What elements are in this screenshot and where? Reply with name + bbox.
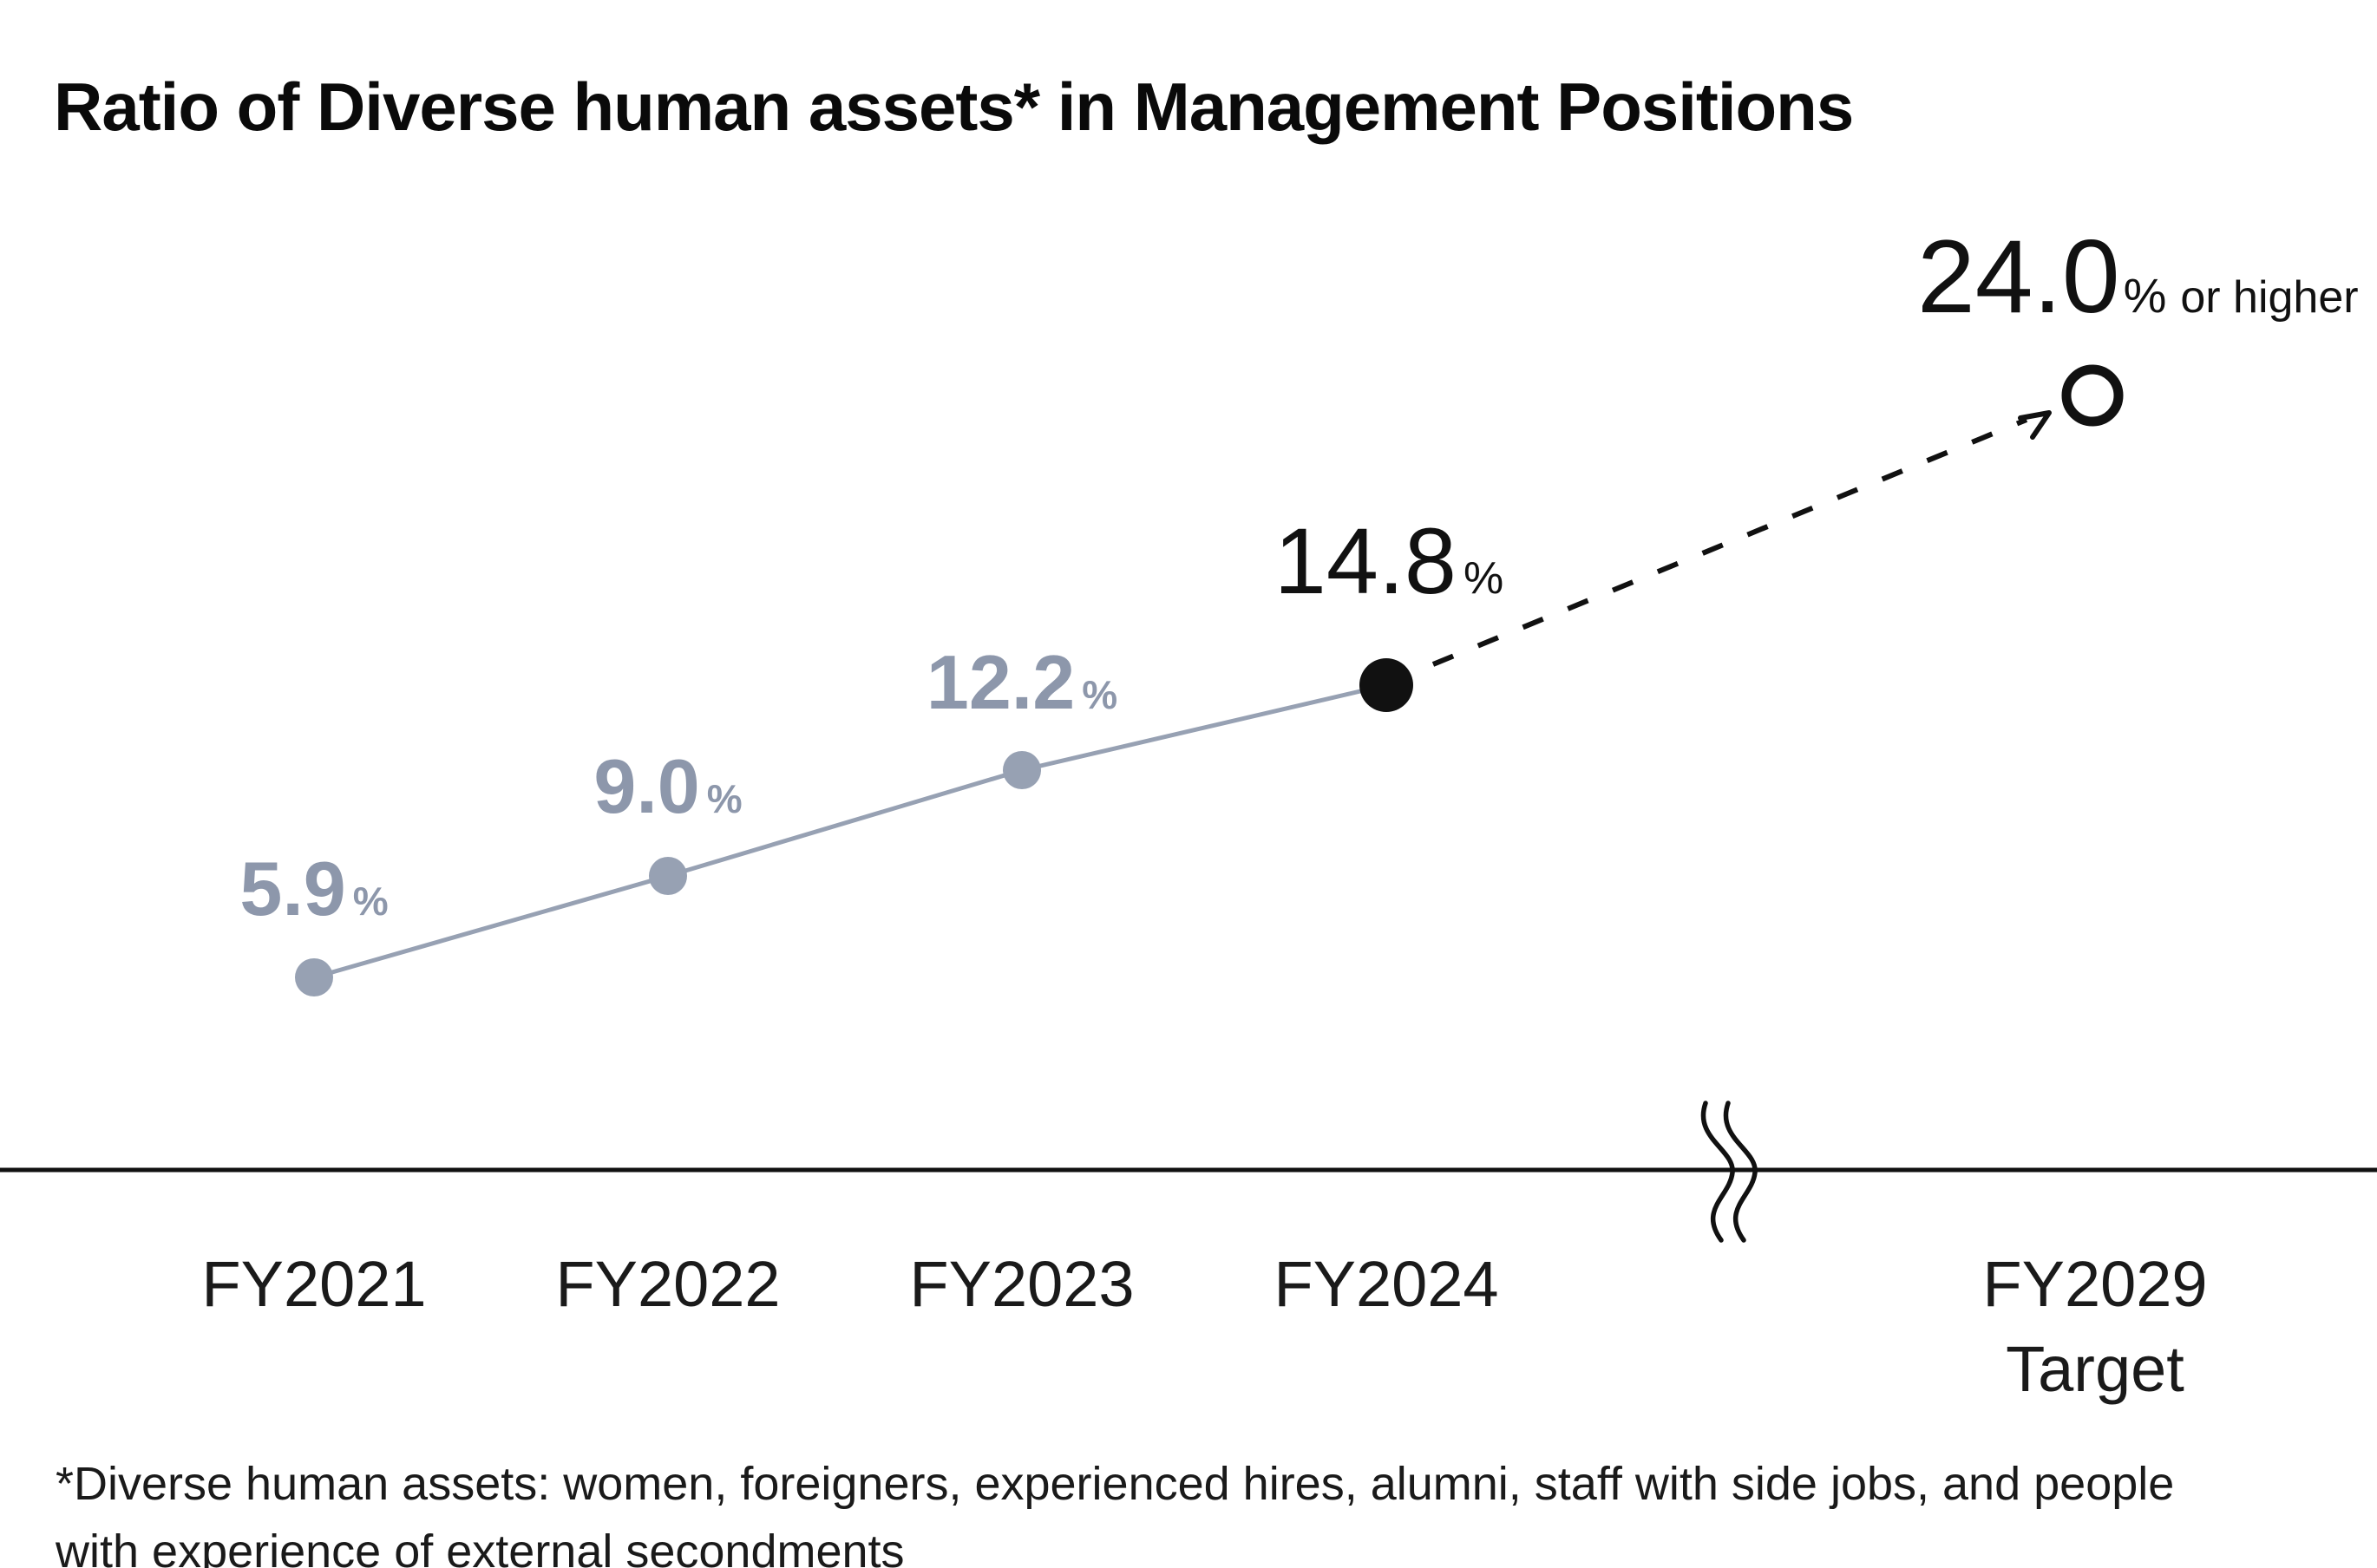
actual-series-line — [313, 683, 1387, 980]
tick-fy2029: FY2029 — [1982, 1248, 2207, 1320]
tick-fy2029-target-sub: Target — [2006, 1333, 2184, 1405]
footnote-line-2: with experience of external secondments — [56, 1526, 905, 1568]
target-ring — [2061, 364, 2124, 427]
footnote: *Diverse human assets: women, foreigners… — [56, 1450, 2174, 1568]
tick-fy2022: FY2022 — [555, 1248, 780, 1320]
data-point-fy2021 — [295, 958, 333, 996]
footnote-line-1: *Diverse human assets: women, foreigners… — [56, 1458, 2175, 1510]
value-label-fy2021: 5.9% — [239, 846, 388, 931]
chart-title: Ratio of Diverse human assets* in Manage… — [54, 69, 1854, 145]
value-label-fy2022: 9.0% — [593, 743, 742, 829]
value-label-fy2024: 14.8% — [1274, 508, 1503, 613]
data-point-fy2023 — [1003, 751, 1041, 789]
arrowhead-icon — [2018, 410, 2052, 440]
axis-break-icon — [1700, 1101, 1758, 1243]
data-point-fy2022 — [649, 857, 687, 895]
tick-fy2021: FY2021 — [201, 1248, 426, 1320]
projection-dashed-line — [1431, 417, 2028, 667]
tick-fy2023: FY2023 — [909, 1248, 1134, 1320]
tick-fy2024: FY2024 — [1274, 1248, 1498, 1320]
value-label-fy2023: 12.2% — [927, 639, 1117, 725]
value-label-fy2029-target: 24.0% or higher — [1917, 219, 2359, 335]
data-point-fy2024 — [1359, 658, 1413, 712]
